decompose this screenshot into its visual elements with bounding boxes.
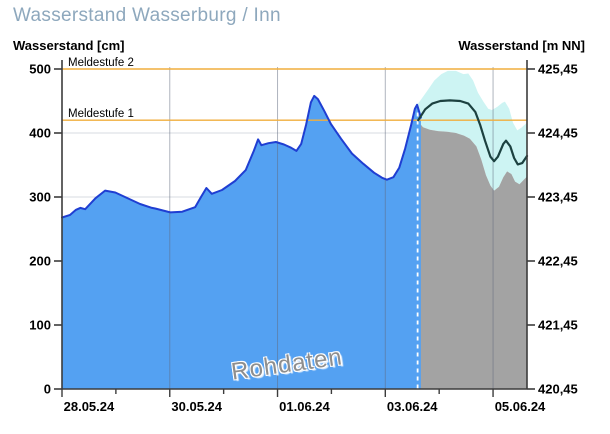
svg-text:05.06.24: 05.06.24: [495, 399, 546, 414]
left-axis-ticks: 0 100 200 300 400 500: [29, 62, 62, 397]
svg-text:423,45: 423,45: [538, 190, 578, 205]
svg-text:200: 200: [29, 254, 51, 269]
svg-text:0: 0: [44, 382, 51, 397]
raw-data-line: [61, 94, 422, 219]
svg-text:Meldestufe 2: Meldestufe 2: [68, 57, 134, 69]
svg-text:28.05.24: 28.05.24: [64, 399, 115, 414]
right-axis-title: Wasserstand [m NN]: [458, 38, 585, 53]
svg-text:420,45: 420,45: [538, 382, 578, 397]
svg-text:300: 300: [29, 190, 51, 205]
svg-text:Meldestufe 1: Meldestufe 1: [68, 108, 134, 120]
svg-text:400: 400: [29, 126, 51, 141]
svg-text:421,45: 421,45: [538, 318, 578, 333]
page-title: Wasserstand Wasserburg / Inn: [13, 5, 281, 26]
raw-data-area: [62, 95, 421, 390]
svg-text:422,45: 422,45: [538, 254, 578, 269]
svg-text:500: 500: [29, 62, 51, 77]
svg-text:425,45: 425,45: [538, 62, 578, 77]
svg-text:100: 100: [29, 318, 51, 333]
right-axis-ticks: 420,45 421,45 422,45 423,45 424,45 425,45: [527, 62, 578, 397]
svg-text:424,45: 424,45: [538, 126, 578, 141]
svg-text:01.06.24: 01.06.24: [279, 399, 330, 414]
threshold-lines: Meldestufe 1 Meldestufe 2: [62, 57, 527, 121]
forecast-lower-area: [418, 121, 527, 389]
bottom-axis-ticks: 28.05.24 30.05.24 01.06.24 03.06.24 05.06.24: [61, 389, 546, 414]
axes: [61, 60, 528, 390]
forecast-line: [417, 99, 529, 166]
svg-text:03.06.24: 03.06.24: [387, 399, 438, 414]
svg-text:30.05.24: 30.05.24: [171, 399, 222, 414]
left-axis-title: Wasserstand [cm]: [13, 38, 125, 53]
